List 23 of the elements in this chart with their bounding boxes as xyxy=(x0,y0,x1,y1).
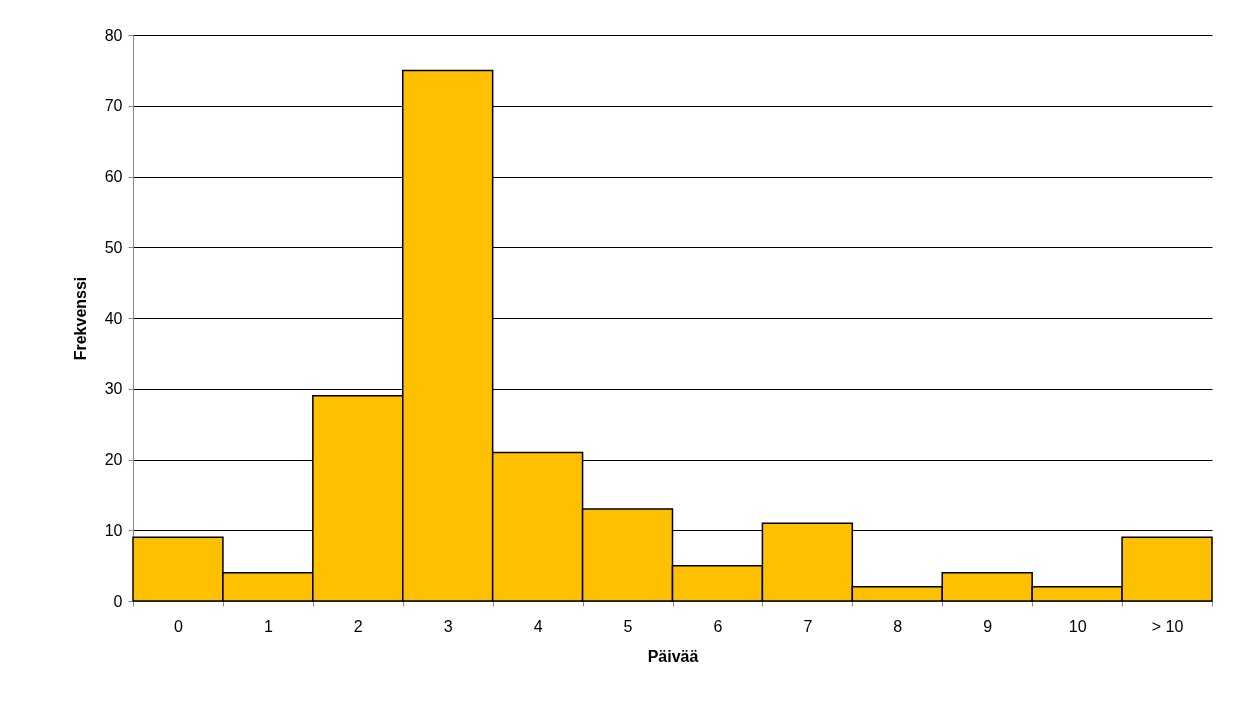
y-tick-label: 20 xyxy=(104,451,123,468)
x-tick-label: 6 xyxy=(713,617,723,635)
x-tick-label: 0 xyxy=(174,617,184,635)
y-axis-title: Frekvenssi xyxy=(71,276,89,361)
x-tick-label: 8 xyxy=(893,617,903,635)
x-axis-title: Päivää xyxy=(647,647,699,665)
y-tick-label: 30 xyxy=(104,380,123,398)
x-tick-label: 10 xyxy=(1068,617,1087,635)
y-tick-label: 70 xyxy=(104,97,123,115)
y-tick-label: 60 xyxy=(104,168,123,185)
x-tick-label: 5 xyxy=(623,617,633,635)
y-tick-label: 80 xyxy=(104,26,123,44)
x-tick-label: 2 xyxy=(353,617,363,635)
y-tick-label: 10 xyxy=(104,521,123,539)
x-tick-label: 1 xyxy=(263,617,273,635)
x-tick-label: 3 xyxy=(443,617,453,635)
x-tick-label: > 10 xyxy=(1151,617,1184,635)
y-tick-label: 0 xyxy=(113,592,123,610)
x-tick-label: 9 xyxy=(983,617,993,635)
y-tick-label: 50 xyxy=(104,238,123,256)
y-tick-label: 40 xyxy=(104,309,123,327)
x-tick-label: 4 xyxy=(533,617,543,635)
x-tick-label: 7 xyxy=(803,617,813,635)
